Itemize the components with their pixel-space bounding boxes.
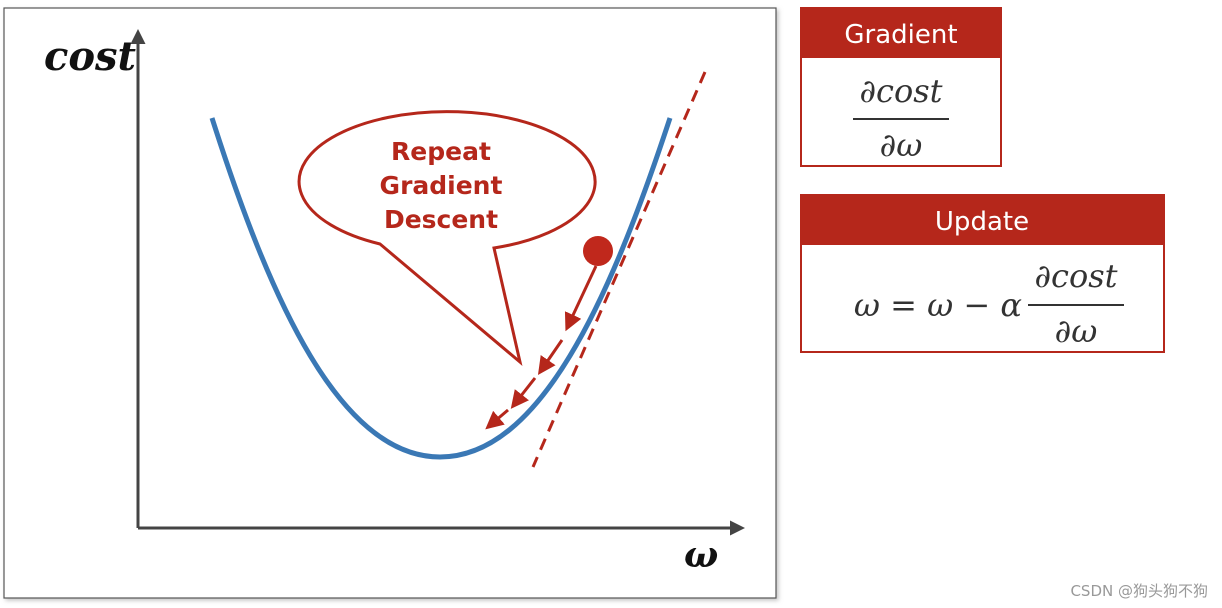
frame bbox=[3, 7, 777, 599]
formula-lhs: ω = ω − α bbox=[854, 286, 1022, 324]
plot-frame: cost ω Repeat Gradient Descent bbox=[3, 7, 777, 599]
callout-text: Repeat bbox=[391, 137, 491, 166]
current-point bbox=[583, 236, 613, 266]
step-arrow bbox=[510, 377, 537, 409]
step-arrow bbox=[485, 408, 509, 430]
callout-text: Gradient bbox=[380, 171, 503, 200]
panel-header bbox=[801, 195, 1164, 245]
gradient-panel: Gradient ∂cost ∂ω bbox=[800, 7, 1002, 167]
panel-header bbox=[801, 8, 1001, 58]
callout-bubble bbox=[297, 110, 597, 367]
panel-title: Update bbox=[935, 207, 1029, 237]
denominator: ∂ω bbox=[1055, 312, 1098, 350]
step-arrow bbox=[564, 265, 598, 332]
watermark: CSDN @狗头狗不狗 bbox=[1070, 582, 1208, 600]
tangent-line bbox=[531, 71, 707, 468]
numerator: ∂cost bbox=[859, 72, 942, 110]
x-axis-label: ω bbox=[684, 534, 718, 576]
update-panel: Update ω = ω − α ∂cost ∂ω bbox=[800, 194, 1165, 353]
step-arrow bbox=[537, 339, 564, 375]
panel-title: Gradient bbox=[844, 20, 957, 50]
denominator: ∂ω bbox=[880, 126, 923, 164]
numerator: ∂cost bbox=[1034, 257, 1117, 295]
step-arrows bbox=[485, 265, 598, 430]
y-axis-label: cost bbox=[44, 33, 137, 80]
callout-text: Descent bbox=[384, 205, 498, 234]
cost-curve bbox=[209, 117, 673, 460]
